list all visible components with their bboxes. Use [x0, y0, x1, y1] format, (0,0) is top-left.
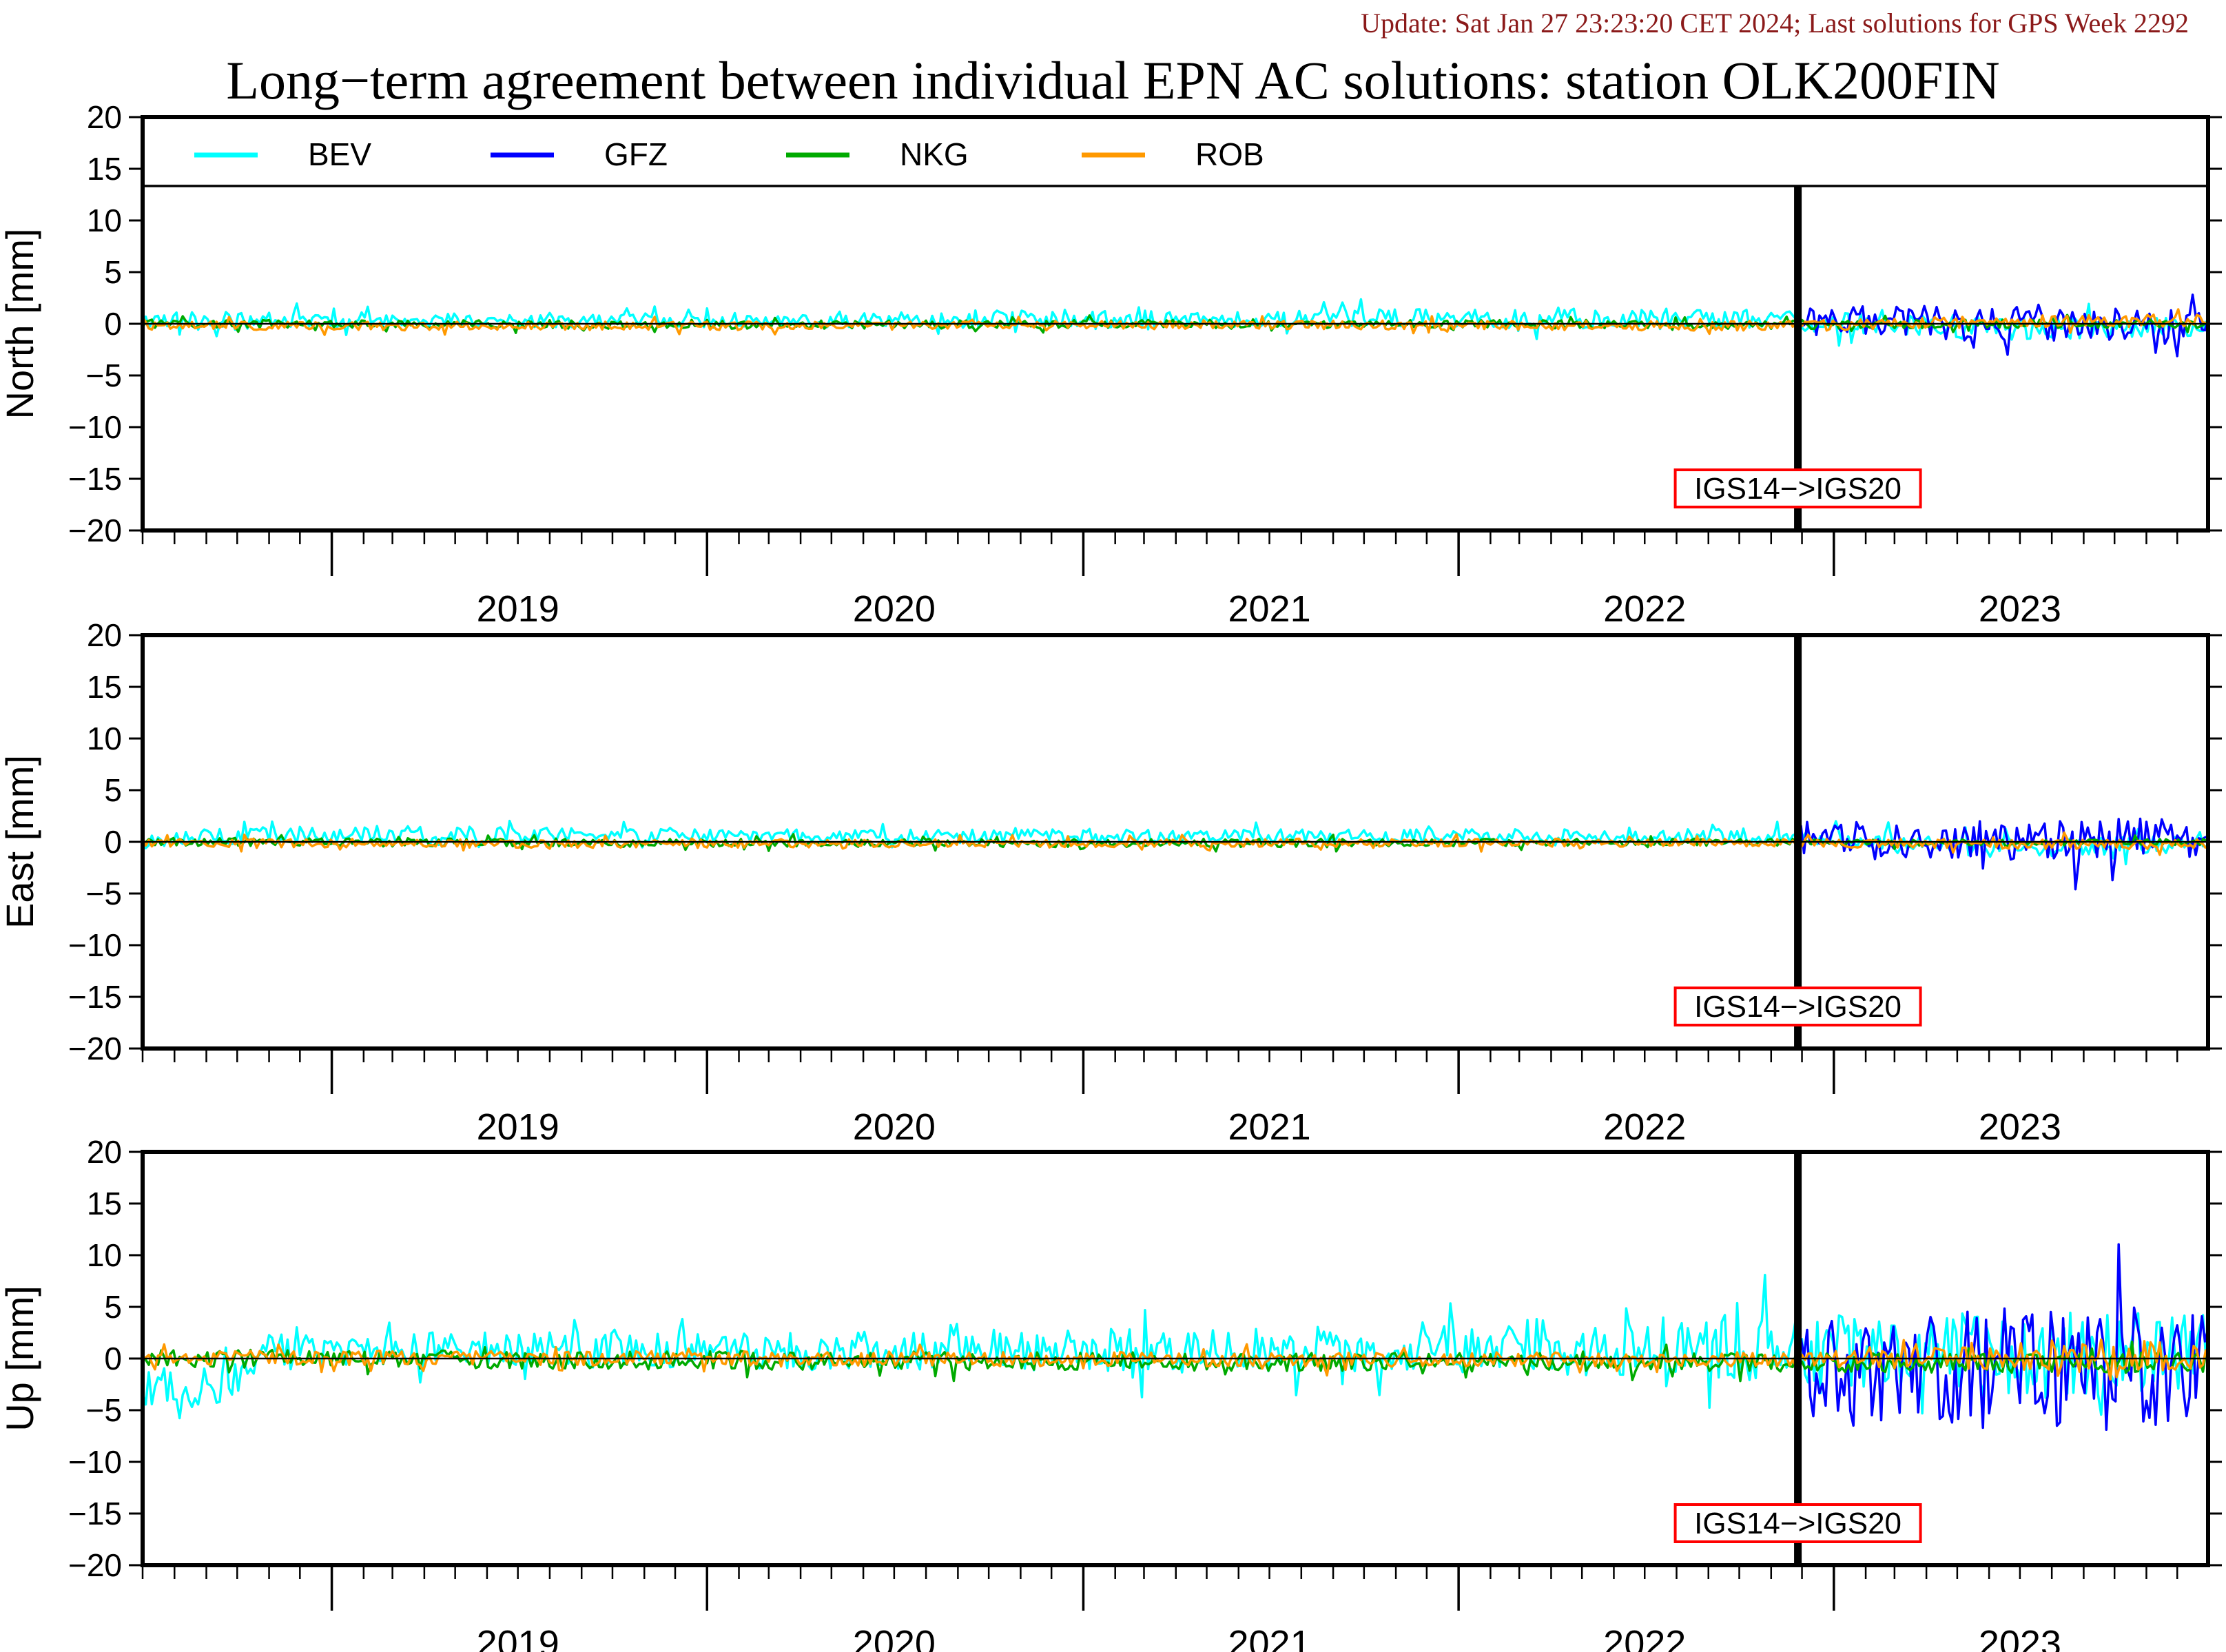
- y-tick-label: 20: [87, 99, 122, 135]
- y-tick-label: 0: [104, 824, 122, 860]
- x-year-label: 2019: [477, 1623, 559, 1652]
- y-tick-label: −20: [68, 1031, 122, 1066]
- series-line-rob: [143, 831, 2207, 856]
- frame-change-box: [1673, 987, 1922, 1026]
- x-year-label: 2019: [477, 588, 559, 630]
- y-tick-label: 10: [87, 1237, 122, 1273]
- y-tick-label: 10: [87, 203, 122, 238]
- x-year-label: 2022: [1603, 588, 1686, 630]
- y-tick-label: −5: [86, 358, 122, 393]
- y-axis-label: Up [mm]: [0, 1286, 41, 1432]
- y-tick-label: −5: [86, 876, 122, 911]
- y-tick-label: 0: [104, 1341, 122, 1376]
- panel-1: IGS14−>IGS20 20 15 10 5 0 −5 −10 −15 −20 North [mm…: [0, 99, 2222, 630]
- x-year-label: 2023: [1979, 588, 2061, 630]
- y-tick-label: 20: [87, 617, 122, 653]
- panel-3: IGS14−>IGS20 20 15 10 5 0 −5 −10 −15 −20 Up [mm] 20…: [0, 1134, 2222, 1652]
- y-tick-label: 0: [104, 306, 122, 342]
- x-year-label: 2022: [1603, 1623, 1686, 1652]
- x-year-label: 2021: [1228, 1623, 1310, 1652]
- series-line-rob: [143, 1338, 2207, 1381]
- legend-label-rob: ROB: [1195, 136, 1264, 172]
- panel-2: IGS14−>IGS20 20 15 10 5 0 −5 −10 −15 −20 East [mm]…: [0, 617, 2222, 1148]
- y-tick-label: −10: [68, 409, 122, 445]
- x-year-label: 2021: [1228, 1106, 1310, 1148]
- x-year-label: 2023: [1979, 1623, 2061, 1652]
- y-tick-label: −10: [68, 1444, 122, 1480]
- frame-change-label: IGS14−>IGS20: [1694, 1507, 1902, 1540]
- frame-change-label: IGS14−>IGS20: [1694, 990, 1902, 1024]
- legend-label-nkg: NKG: [900, 136, 969, 172]
- chart-title: Long−term agreement between individual E…: [226, 50, 2000, 110]
- y-tick-label: 5: [104, 772, 122, 808]
- frame-change-box: [1673, 468, 1922, 508]
- series-line-nkg: [143, 1340, 2207, 1383]
- y-tick-label: 20: [87, 1134, 122, 1170]
- data-layer: [143, 293, 2208, 358]
- x-year-label: 2022: [1603, 1106, 1686, 1148]
- x-year-label: 2020: [853, 1623, 936, 1652]
- y-tick-label: −5: [86, 1392, 122, 1428]
- y-tick-label: 15: [87, 669, 122, 705]
- x-year-label: 2020: [853, 588, 936, 630]
- legend-label-gfz: GFZ: [604, 136, 668, 172]
- series-line-bev: [143, 1273, 2207, 1420]
- data-layer: [143, 817, 2208, 891]
- y-axis-label: East [mm]: [0, 755, 41, 929]
- frame-change-box: [1673, 1503, 1922, 1543]
- x-year-label: 2021: [1228, 588, 1310, 630]
- y-tick-label: −20: [68, 513, 122, 548]
- y-tick-label: −15: [68, 979, 122, 1015]
- series-line-gfz: [1796, 1243, 2208, 1432]
- frame-change-label: IGS14−>IGS20: [1694, 472, 1902, 506]
- y-tick-label: −10: [68, 927, 122, 963]
- x-year-label: 2019: [477, 1106, 559, 1148]
- y-tick-label: 5: [104, 1289, 122, 1325]
- y-tick-label: −15: [68, 1496, 122, 1531]
- y-tick-label: −20: [68, 1547, 122, 1583]
- y-tick-label: 5: [104, 254, 122, 290]
- y-axis-label: North [mm]: [0, 229, 41, 420]
- data-layer: [143, 1243, 2208, 1432]
- series-line-gfz: [1797, 817, 2208, 891]
- y-tick-label: 15: [87, 1186, 122, 1221]
- legend: BEV GFZ NKG ROB: [194, 136, 1264, 172]
- y-tick-label: 15: [87, 151, 122, 187]
- y-tick-label: 10: [87, 721, 122, 756]
- x-year-label: 2023: [1979, 1106, 2061, 1148]
- update-text: Update: Sat Jan 27 23:23:20 CET 2024; La…: [1361, 8, 2189, 39]
- x-year-label: 2020: [853, 1106, 936, 1148]
- y-tick-label: −15: [68, 461, 122, 497]
- legend-label-bev: BEV: [308, 136, 371, 172]
